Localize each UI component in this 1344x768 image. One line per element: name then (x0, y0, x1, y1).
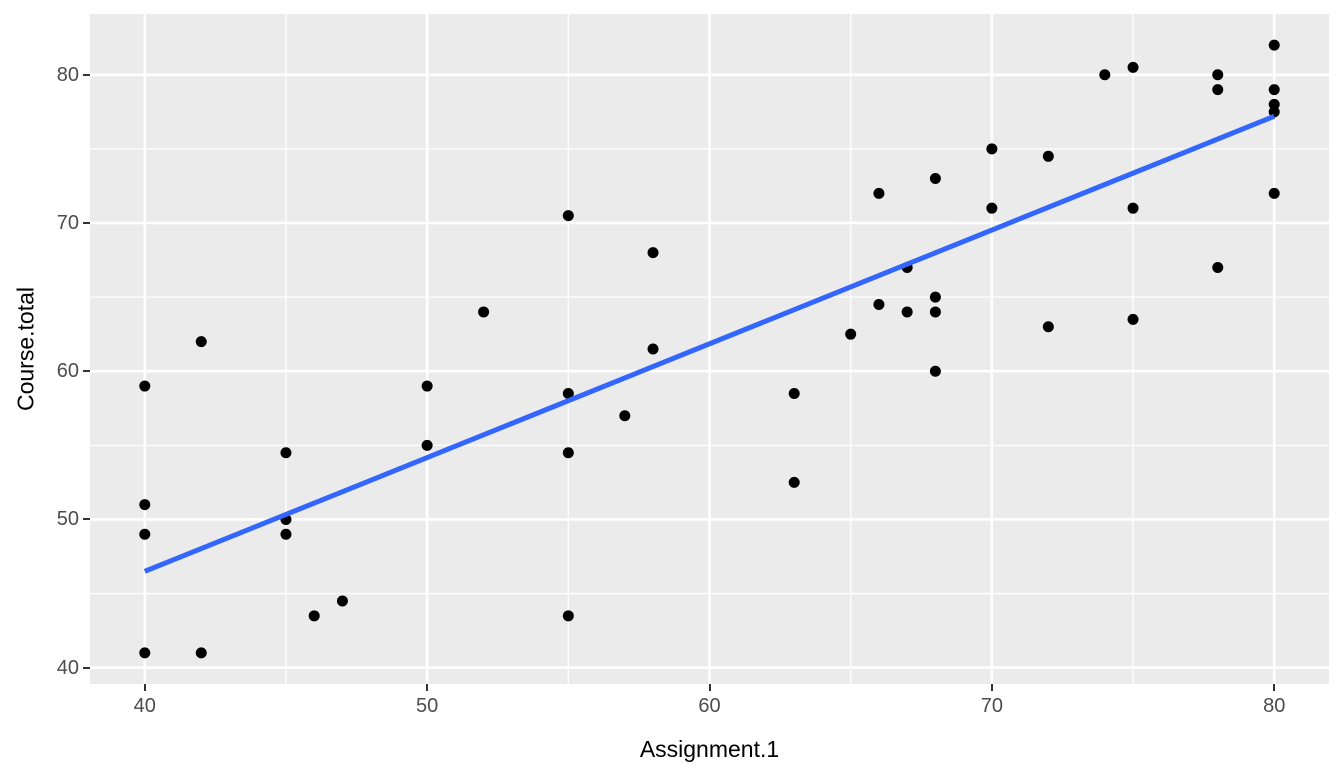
x-tick-mark (143, 684, 146, 691)
y-tick-mark (83, 73, 90, 76)
data-point (929, 173, 941, 185)
data-point (336, 595, 348, 607)
data-point (986, 143, 998, 155)
data-point (619, 410, 631, 422)
data-point (845, 328, 857, 340)
data-point (1127, 202, 1139, 214)
y-tick-mark (83, 222, 90, 224)
data-point (986, 202, 998, 214)
y-tick-label: 80 (56, 63, 79, 86)
y-axis-title: Course.total (12, 286, 39, 412)
data-point (139, 528, 151, 540)
x-tick-label: 50 (416, 695, 439, 717)
x-tick-label: 60 (698, 695, 721, 717)
data-point (195, 647, 207, 659)
data-point (421, 380, 433, 392)
x-tick-mark (990, 684, 993, 691)
plot-panel (90, 14, 1329, 684)
data-point (788, 387, 800, 399)
y-tick-mark (83, 370, 90, 373)
y-tick-label: 60 (56, 360, 79, 383)
data-point (929, 365, 941, 377)
data-point (139, 499, 151, 511)
data-point (873, 187, 885, 199)
data-point (421, 439, 433, 451)
data-point (1268, 187, 1280, 199)
data-point (139, 380, 151, 392)
data-point (1212, 261, 1224, 273)
data-point (647, 247, 659, 259)
y-tick-label: 40 (56, 656, 79, 679)
data-point (1042, 150, 1054, 162)
data-point (901, 306, 913, 318)
data-point (1212, 84, 1224, 96)
data-point (280, 528, 292, 540)
data-point (1099, 69, 1111, 81)
data-point (1268, 84, 1280, 96)
x-tick-label: 80 (1263, 695, 1286, 717)
data-point (647, 343, 659, 355)
x-tick-label: 40 (133, 695, 156, 717)
data-point (139, 647, 151, 659)
data-point (562, 610, 574, 622)
x-tick-mark (1273, 684, 1276, 691)
data-point (562, 210, 574, 222)
data-point (873, 299, 885, 311)
y-tick-mark (83, 518, 90, 521)
x-tick-mark (426, 684, 429, 691)
data-point (562, 447, 574, 459)
data-point (1268, 106, 1280, 118)
x-tick-mark (708, 684, 711, 691)
data-point (1127, 313, 1139, 325)
data-point (929, 306, 941, 318)
data-point (1127, 61, 1139, 73)
data-point (929, 291, 941, 303)
data-point (1212, 69, 1224, 81)
y-tick-mark (83, 666, 90, 669)
data-point (195, 336, 207, 348)
x-axis-title: Assignment.1 (639, 736, 780, 762)
data-point (788, 476, 800, 488)
data-point (1268, 39, 1280, 51)
data-point (562, 387, 574, 399)
x-tick-label: 70 (980, 695, 1003, 717)
data-point (478, 306, 490, 318)
data-point (308, 610, 320, 622)
plot-canvas (90, 14, 1329, 684)
data-point (280, 447, 292, 459)
y-tick-label: 70 (56, 212, 79, 234)
regression-line (143, 113, 1276, 574)
y-tick-label: 50 (56, 508, 79, 531)
data-point (1042, 321, 1054, 333)
